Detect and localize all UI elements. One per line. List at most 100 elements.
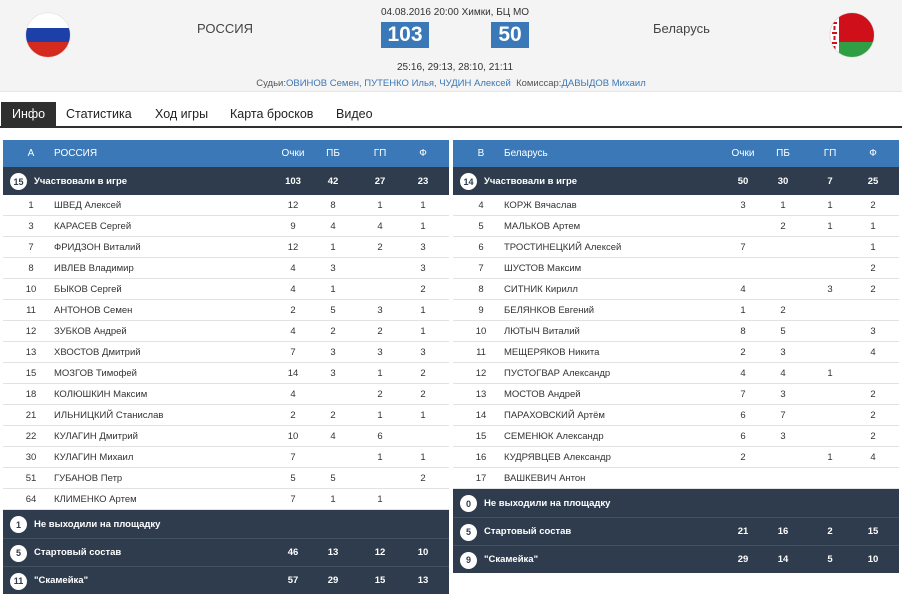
- count-badge: 5: [460, 523, 477, 541]
- summary-row: 0 Не выходили на площадку: [453, 489, 899, 517]
- rebounds-cell: 4: [330, 430, 336, 442]
- player-number: 7: [28, 241, 34, 253]
- rebounds-cell: [313, 447, 353, 467]
- points-header: Очки: [281, 148, 305, 159]
- fouls-cell: 2: [870, 409, 876, 421]
- player-name-link[interactable]: МАЛЬКОВ Артем: [504, 220, 581, 232]
- summary-row: 5 Стартовый состав 21 16 2 15: [453, 517, 899, 545]
- player-name-link[interactable]: ШВЕД Алексей: [54, 199, 122, 211]
- player-name-link[interactable]: МОСТОВ Андрей: [504, 388, 581, 400]
- player-name-link[interactable]: ЗУБКОВ Андрей: [54, 325, 127, 337]
- tab-video[interactable]: Видео: [336, 107, 373, 121]
- player-number: 11: [476, 346, 486, 358]
- player-name-link[interactable]: ГУБАНОВ Петр: [54, 472, 123, 484]
- player-name-link[interactable]: СЕМЕНЮК Александр: [504, 430, 604, 442]
- assists-cell: 1: [827, 220, 833, 232]
- player-name-link[interactable]: КУЛАГИН Михаил: [54, 451, 134, 463]
- referees-link[interactable]: ОВИНОВ Семен, ПУТЕНКО Илья, ЧУДИН Алексе…: [285, 78, 511, 89]
- team-letter: В: [477, 148, 485, 159]
- match-header: РОССИЯ 04.08.2016 20:00 Химки, БЦ МО 103…: [0, 0, 902, 92]
- points-cell: 14: [287, 367, 299, 379]
- player-number: 64: [25, 493, 37, 505]
- summary-rebounds-cell: 13: [327, 547, 339, 558]
- rebounds-cell: 3: [780, 430, 786, 442]
- assists-cell: 1: [827, 367, 833, 379]
- player-name-link[interactable]: ХВОСТОВ Дмитрий: [54, 346, 141, 358]
- player-number: 30: [25, 451, 37, 463]
- player-name-link[interactable]: КУЛАГИН Дмитрий: [54, 430, 138, 442]
- player-row: 13 МОСТОВ Андрей 7 3 2: [453, 384, 899, 405]
- summary-rebounds-cell: [763, 489, 803, 517]
- summary-fouls-cell: 25: [867, 175, 879, 187]
- player-name-link[interactable]: СИТНИК Кирилл: [504, 283, 578, 295]
- fouls-cell: 3: [420, 346, 426, 358]
- match-date-venue: 04.08.2016 20:00 Химки, БЦ МО: [380, 7, 530, 18]
- player-row: 15 МОЗГОВ Тимофей 14 3 1 2: [3, 363, 449, 384]
- player-name-link[interactable]: КОЛЮШКИН Максим: [54, 388, 148, 400]
- player-number: 14: [475, 409, 487, 421]
- rebounds-cell: [763, 237, 803, 257]
- player-name-link[interactable]: ПАРАХОВСКИЙ Артём: [504, 409, 605, 421]
- player-name-link[interactable]: ИВЛЕВ Владимир: [54, 262, 134, 274]
- player-name-link[interactable]: ШУСТОВ Максим: [504, 262, 582, 274]
- summary-label: Стартовый состав: [34, 547, 122, 558]
- player-number: 10: [25, 283, 37, 295]
- rebounds-cell: [763, 447, 803, 467]
- team-a-name[interactable]: РОССИЯ: [197, 21, 254, 36]
- rebounds-cell: 2: [330, 325, 336, 337]
- player-row: 51 ГУБАНОВ Петр 5 5 2: [3, 468, 449, 489]
- tab-statistics[interactable]: Статистика: [66, 107, 132, 121]
- fouls-cell: [853, 363, 893, 383]
- fouls-cell: 2: [870, 430, 876, 442]
- player-name-link[interactable]: ТРОСТИНЕЦКИЙ Алексей: [504, 241, 622, 253]
- score-team-b: 50: [491, 22, 529, 48]
- summary-label: "Скамейка": [34, 575, 89, 586]
- tab-info[interactable]: Инфо: [1, 102, 57, 126]
- player-name-link[interactable]: ФРИДЗОН Виталий: [54, 241, 141, 253]
- player-number: 8: [28, 262, 34, 274]
- player-row: 8 СИТНИК Кирилл 4 3 2: [453, 279, 899, 300]
- assists-cell: 1: [827, 199, 833, 211]
- points-cell: 2: [740, 451, 746, 463]
- player-number: 21: [25, 409, 37, 421]
- player-name-link[interactable]: ВАШКЕВИЧ Антон: [504, 472, 586, 484]
- summary-points-cell: 103: [285, 175, 301, 187]
- player-name-link[interactable]: ПУСТОГВАР Александр: [504, 367, 611, 379]
- table-header: В Беларусь Очки ПБ ГП Ф: [453, 140, 899, 167]
- rebounds-cell: 4: [780, 367, 786, 379]
- points-cell: 2: [290, 409, 296, 421]
- tab-play-by-play[interactable]: Ход игры: [155, 107, 209, 121]
- player-name-link[interactable]: КОРЖ Вячаслав: [504, 199, 577, 211]
- player-row: 12 ПУСТОГВАР Александр 4 4 1: [453, 363, 899, 384]
- tab-shot-chart[interactable]: Карта бросков: [230, 107, 314, 121]
- points-cell: 4: [290, 325, 296, 337]
- player-name-link[interactable]: КАРАСЕВ Сергей: [54, 220, 132, 232]
- team-column-name: РОССИЯ: [54, 148, 98, 159]
- rebounds-cell: 1: [330, 493, 336, 505]
- points-cell: 6: [740, 409, 746, 421]
- fouls-cell: [403, 489, 443, 509]
- player-name-link[interactable]: ИЛЬНИЦКИЙ Станислав: [54, 409, 164, 421]
- player-name-link[interactable]: МЕЩЕРЯКОВ Никита: [504, 346, 600, 358]
- player-name-link[interactable]: МОЗГОВ Тимофей: [54, 367, 137, 379]
- rebounds-cell: 3: [780, 346, 786, 358]
- player-name-link[interactable]: ЛЮТЫЧ Виталий: [504, 325, 580, 337]
- rebounds-cell: 3: [780, 388, 786, 400]
- points-cell: 6: [740, 430, 746, 442]
- assists-cell: [810, 321, 850, 341]
- player-name-link[interactable]: АНТОНОВ Семен: [54, 304, 133, 316]
- points-cell: 9: [290, 220, 296, 232]
- commissioner-link[interactable]: ДАВЫДОВ Михаил: [561, 78, 646, 89]
- team-b-name[interactable]: Беларусь: [653, 21, 710, 36]
- player-number: 11: [26, 304, 36, 316]
- player-name-link[interactable]: КЛИМЕНКО Артем: [54, 493, 137, 505]
- assists-cell: 1: [377, 493, 383, 505]
- player-name-link[interactable]: КУДРЯВЦЕВ Александр: [504, 451, 611, 463]
- summary-fouls-cell: 10: [867, 554, 879, 565]
- player-name-link[interactable]: БЫКОВ Сергей: [54, 283, 122, 295]
- rebounds-cell: [763, 279, 803, 299]
- player-row: 7 ФРИДЗОН Виталий 12 1 2 3: [3, 237, 449, 258]
- player-name-link[interactable]: БЕЛЯНКОВ Евгений: [504, 304, 595, 316]
- points-cell: 4: [290, 388, 296, 400]
- assists-cell: 2: [377, 388, 383, 400]
